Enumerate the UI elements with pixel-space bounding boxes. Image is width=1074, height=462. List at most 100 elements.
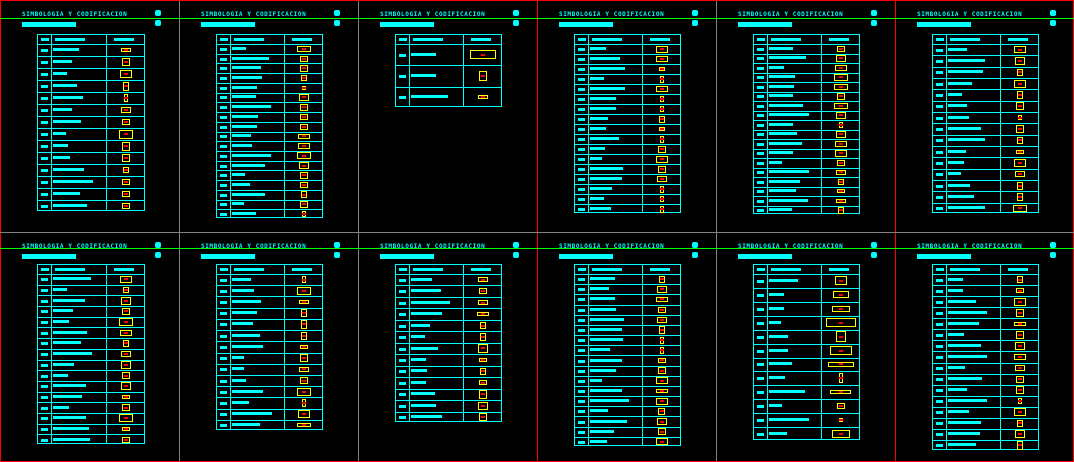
row-description bbox=[948, 195, 974, 198]
row-description bbox=[232, 212, 257, 216]
symbol-icon bbox=[1016, 330, 1024, 339]
symbol-icon bbox=[301, 85, 307, 90]
symbol-marker bbox=[659, 379, 664, 382]
symbol-icon bbox=[119, 275, 132, 283]
symbol-marker bbox=[838, 190, 843, 193]
row-code bbox=[399, 381, 406, 385]
table-row bbox=[933, 157, 1038, 159]
symbol-marker bbox=[123, 374, 128, 377]
row-code bbox=[220, 345, 227, 349]
table-row bbox=[38, 68, 144, 69]
symbol-marker bbox=[1017, 311, 1022, 314]
row-code bbox=[936, 105, 943, 109]
table-row bbox=[217, 82, 322, 84]
table-row bbox=[38, 274, 144, 275]
row-code bbox=[399, 301, 406, 305]
row-code bbox=[220, 115, 227, 119]
table-row bbox=[217, 102, 322, 104]
symbol-marker bbox=[301, 334, 306, 337]
table-row bbox=[217, 92, 322, 94]
table-column-rule bbox=[106, 35, 107, 210]
row-description bbox=[232, 46, 247, 50]
symbol-icon bbox=[122, 287, 130, 293]
table-row bbox=[217, 189, 322, 191]
row-code bbox=[220, 193, 227, 197]
row-code bbox=[220, 323, 227, 327]
symbol-marker bbox=[838, 293, 843, 296]
symbol-icon bbox=[299, 113, 309, 121]
symbol-marker bbox=[481, 381, 485, 384]
symbol-icon bbox=[478, 300, 488, 306]
row-description bbox=[53, 309, 73, 313]
symbol-icon bbox=[838, 178, 844, 185]
symbol-marker bbox=[659, 359, 664, 362]
header-symbol bbox=[114, 38, 134, 41]
symbol-marker bbox=[301, 164, 306, 167]
revision-tag bbox=[871, 252, 877, 258]
row-code bbox=[757, 209, 764, 213]
table-row bbox=[575, 134, 680, 135]
symbol-icon bbox=[119, 318, 133, 326]
panel-title: SIMBOLOGIA Y CODIFICACION bbox=[380, 243, 486, 250]
row-code bbox=[220, 213, 227, 217]
symbol-icon bbox=[477, 95, 489, 100]
symbol-icon bbox=[122, 167, 130, 173]
row-code bbox=[936, 422, 943, 426]
symbol-icon bbox=[836, 55, 846, 62]
subtitle-bar bbox=[917, 254, 971, 259]
table-row bbox=[217, 63, 322, 65]
header-code bbox=[936, 38, 944, 41]
table-row bbox=[754, 371, 859, 373]
row-code bbox=[578, 178, 585, 181]
table-row bbox=[933, 89, 1038, 91]
row-description bbox=[769, 292, 784, 296]
subtitle-bar bbox=[738, 22, 792, 27]
table-row bbox=[38, 56, 144, 57]
symbol-icon bbox=[477, 312, 489, 317]
row-code bbox=[757, 76, 764, 80]
row-description bbox=[948, 299, 976, 303]
row-code bbox=[41, 109, 48, 112]
symbol-icon bbox=[655, 297, 669, 302]
symbol-marker bbox=[838, 279, 843, 282]
symbol-icon bbox=[300, 191, 308, 199]
table-row bbox=[217, 419, 322, 421]
symbol-marker bbox=[838, 321, 843, 324]
symbol-marker bbox=[480, 370, 485, 373]
row-code bbox=[220, 67, 227, 71]
row-description bbox=[53, 48, 79, 51]
symbol-marker bbox=[123, 395, 128, 398]
symbol-icon bbox=[1017, 91, 1023, 99]
row-code bbox=[757, 293, 764, 297]
symbol-marker bbox=[838, 419, 843, 422]
symbol-icon bbox=[659, 185, 665, 193]
symbol-marker bbox=[659, 57, 664, 60]
row-code bbox=[220, 413, 227, 417]
row-description bbox=[53, 384, 86, 388]
table-row bbox=[933, 351, 1038, 353]
panel-title: SIMBOLOGIA Y CODIFICACION bbox=[380, 11, 486, 18]
row-description bbox=[769, 306, 784, 310]
symbol-marker bbox=[123, 299, 128, 302]
row-code bbox=[578, 328, 585, 332]
row-description bbox=[232, 134, 251, 138]
symbol-icon bbox=[1013, 79, 1027, 88]
table-row bbox=[396, 342, 501, 344]
symbol-marker bbox=[659, 138, 664, 140]
row-code bbox=[220, 145, 227, 149]
table-row bbox=[38, 423, 144, 425]
row-code bbox=[757, 199, 764, 203]
row-description bbox=[232, 192, 265, 196]
table-row bbox=[575, 54, 680, 55]
symbol-marker bbox=[301, 193, 306, 196]
symbol-marker bbox=[1017, 300, 1022, 303]
symbol-marker bbox=[123, 353, 128, 356]
row-description bbox=[590, 439, 607, 443]
row-code bbox=[220, 203, 227, 207]
row-description bbox=[232, 124, 257, 128]
symbol-marker bbox=[659, 197, 664, 200]
revision-tag bbox=[513, 10, 519, 16]
row-description bbox=[53, 120, 81, 123]
row-description bbox=[590, 177, 623, 180]
table-row bbox=[217, 397, 322, 399]
